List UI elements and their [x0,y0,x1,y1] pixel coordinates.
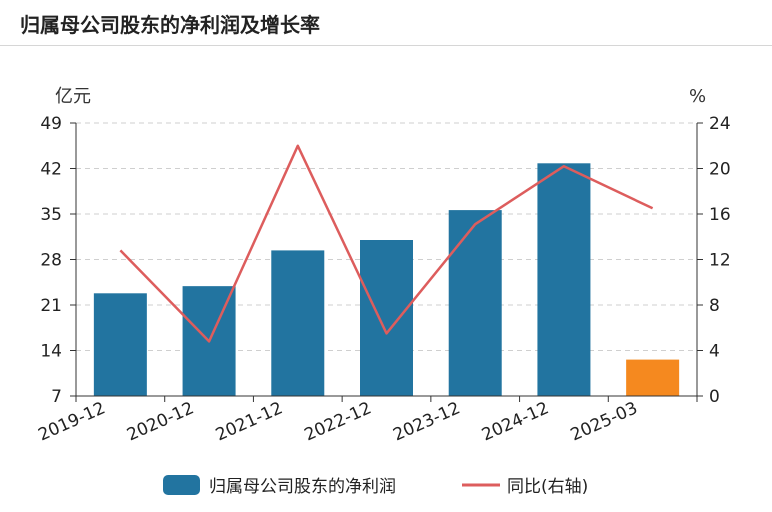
left-tick-label: 14 [40,342,62,362]
left-tick-label: 49 [40,114,62,134]
chart-header: 归属母公司股东的净利润及增长率 [0,0,772,46]
left-tick-label: 7 [51,387,62,407]
right-axis-unit: % [689,86,706,107]
x-tick-label: 2019-12 [35,398,108,445]
legend-label-line: 同比(右轴) [507,477,588,497]
bar-2019-12 [93,293,147,396]
x-tick-label: 2020-12 [124,398,197,445]
right-tick-label: 8 [709,296,720,316]
left-axis-unit: 亿元 [55,86,91,107]
right-tick-label: 4 [709,342,720,362]
x-tick-label: 2022-12 [302,398,375,445]
right-tick-label: 24 [709,114,731,134]
right-tick-label: 0 [709,387,720,407]
legend-swatch-bar [163,475,200,495]
legend: 归属母公司股东的净利润 同比(右轴) [163,475,588,497]
right-tick-label: 12 [709,251,731,271]
bar-series [93,163,680,396]
left-tick-label: 21 [40,296,62,316]
right-tick-label: 16 [709,205,731,225]
chart-title: 归属母公司股东的净利润及增长率 [20,13,320,37]
bar-2022-12 [360,240,413,396]
x-tick-label: 2024-12 [479,398,552,445]
left-tick-label: 28 [40,251,62,271]
right-tick-label: 20 [709,160,731,180]
line-series [119,144,654,343]
left-tick-label: 35 [40,205,62,225]
x-tick-label: 2021-12 [213,398,286,445]
bar-2023-12 [448,210,502,396]
bar-2025-03 [626,359,680,396]
x-tick-label: 2023-12 [390,398,463,445]
legend-label-bar: 归属母公司股东的净利润 [209,477,396,497]
bar-2021-12 [271,250,325,396]
left-tick-label: 42 [40,160,62,180]
bar-2024-12 [537,163,591,396]
x-tick-label: 2025-03 [568,398,641,445]
